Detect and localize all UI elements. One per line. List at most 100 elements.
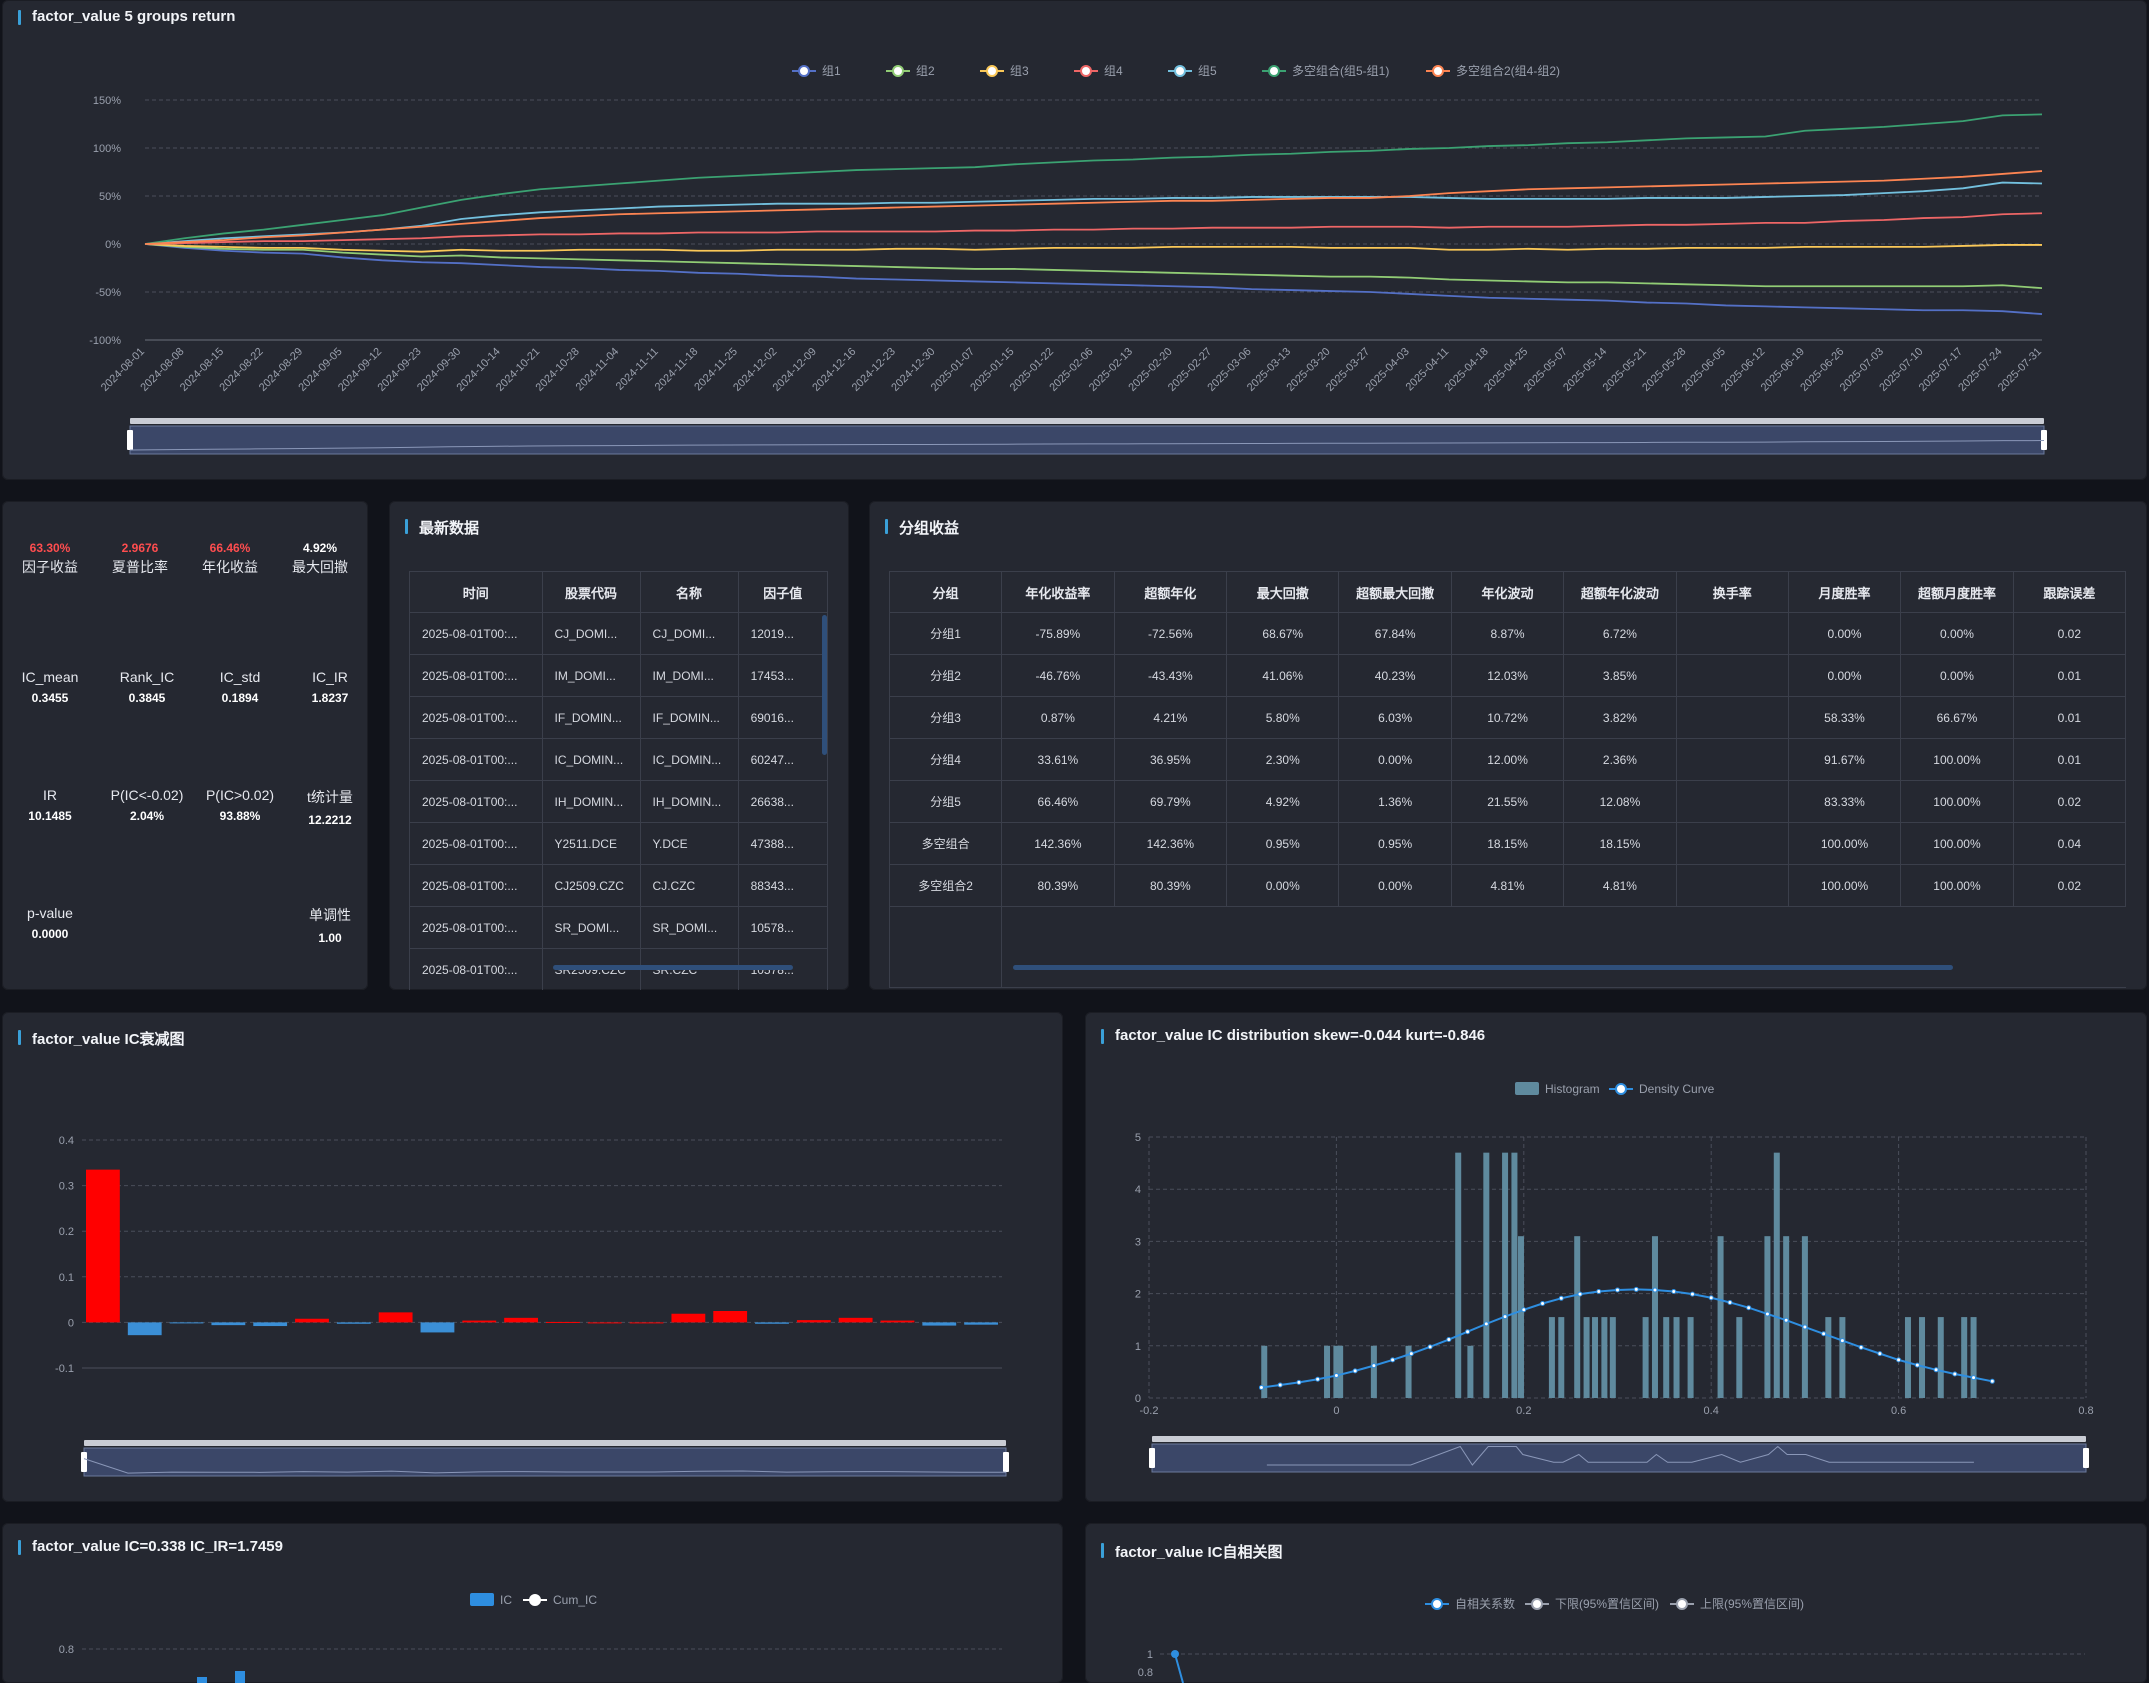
group-header[interactable]: 超额最大回撤	[1338, 571, 1452, 613]
legend-item-7-marker	[1432, 65, 1444, 77]
group-cell: 0.00%	[1787, 654, 1902, 697]
stat-: 单调性 1.00	[285, 905, 368, 945]
latest-vscroll[interactable]	[822, 615, 827, 755]
group-row[interactable]: 分组5 66.46% 69.79% 4.92% 1.36% 21.55% 12.08% 83.…	[888, 780, 2127, 823]
group-header[interactable]: 超额月度胜率	[1900, 571, 2014, 613]
dist-datazoom-track	[1152, 1436, 2086, 1442]
series-line-4	[144, 212, 2043, 245]
latest-header[interactable]: 股票代码	[541, 571, 641, 613]
legend-lower: 下限(95%置信区间)	[1525, 1597, 1659, 1611]
legend-item-5: 组5	[1168, 64, 1217, 78]
histogram-bar	[1548, 1317, 1555, 1398]
latest-header[interactable]: 因子值	[737, 571, 829, 613]
histogram-bar	[1502, 1152, 1509, 1398]
latest-header[interactable]: 名称	[639, 571, 739, 613]
stat-value: 0.0000	[31, 927, 69, 941]
stat-ic-std: IC_std 0.1894	[195, 669, 285, 705]
group-cell: 0.02	[2012, 780, 2127, 823]
latest-cell: 17453...	[737, 654, 829, 697]
density-point	[1727, 1299, 1733, 1305]
group-row[interactable]: 多空组合2 80.39% 80.39% 0.00% 0.00% 4.81% 4.81% 100…	[888, 864, 2127, 907]
group-row[interactable]: 分组2 -46.76% -43.43% 41.06% 40.23% 12.03% 3.85%…	[888, 654, 2127, 697]
latest-cell: CJ.CZC	[639, 864, 739, 907]
density-point	[1558, 1295, 1564, 1301]
group-header[interactable]: 超额年化波动	[1563, 571, 1677, 613]
latest-cell: 88343...	[737, 864, 829, 907]
group-cell: 91.67%	[1787, 738, 1902, 781]
y-tick-label: 3	[1135, 1236, 1141, 1248]
legend-histogram-swatch	[1515, 1082, 1539, 1095]
stat-value: 1.8237	[311, 691, 349, 705]
stat-value: 93.88%	[219, 809, 261, 823]
histogram-bar	[1825, 1317, 1832, 1398]
group-row[interactable]: 分组4 33.61% 36.95% 2.30% 0.00% 12.00% 2.36% 91.6…	[888, 738, 2127, 781]
legend-ic: IC	[470, 1593, 512, 1607]
group-cell: 68.67%	[1226, 612, 1340, 655]
group-header[interactable]: 换手率	[1675, 571, 1789, 613]
latest-row[interactable]: 2025-08-01T00:... CJ_DOMI... CJ_DOMI... 120…	[409, 612, 829, 655]
density-point	[1839, 1338, 1845, 1344]
density-point	[1258, 1385, 1264, 1391]
stat-label: p-value	[27, 905, 73, 921]
density-point	[1390, 1357, 1396, 1363]
acf-line	[1174, 1653, 1184, 1683]
latest-cell: 47388...	[737, 822, 829, 865]
group-cell: 分组4	[888, 738, 1003, 781]
decay-datazoom-handle-left[interactable]	[81, 1452, 87, 1472]
group-hscroll[interactable]	[1013, 965, 1953, 970]
stat-ir: IR 10.1485	[5, 787, 95, 823]
latest-row[interactable]: 2025-08-01T00:... Y2511.DCE Y.DCE 47388...	[409, 822, 829, 865]
group-row[interactable]: 分组3 0.87% 4.21% 5.80% 6.03% 10.72% 3.82% 58.33%…	[888, 696, 2127, 739]
group-cell: 40.23%	[1338, 654, 1452, 697]
group-header[interactable]: 月度胜率	[1787, 571, 1902, 613]
legend-item-5-marker	[1174, 65, 1186, 77]
stat-value: 0.3455	[31, 691, 69, 705]
group-cell: 0.04	[2012, 822, 2127, 865]
group-cell: 100.00%	[1900, 738, 2014, 781]
group-header[interactable]: 年化收益率	[1001, 571, 1115, 613]
legend-density: Density Curve	[1609, 1082, 1715, 1096]
dist-datazoom-handle-left[interactable]	[1149, 1448, 1155, 1468]
group-cell: 12.03%	[1450, 654, 1565, 697]
decay-bar	[838, 1317, 873, 1323]
stat-label: 因子收益	[22, 559, 78, 575]
acf-title: factor_value IC自相关图	[1101, 1541, 1283, 1562]
dist-datazoom-handle-right[interactable]	[2083, 1448, 2089, 1468]
group-cell: 33.61%	[1001, 738, 1115, 781]
group-empty-cell	[1001, 906, 1115, 988]
group-empty-cell	[888, 906, 1003, 988]
group-header[interactable]: 超额年化	[1113, 571, 1228, 613]
y-tick-label: 0	[68, 1317, 74, 1329]
stat-label: IC_std	[219, 669, 261, 685]
histogram-bar	[1333, 1345, 1340, 1398]
group-cell: 0.01	[2012, 654, 2127, 697]
latest-row[interactable]: 2025-08-01T00:... IM_DOMI... IM_DOMI... 174…	[409, 654, 829, 697]
returns-datazoom-handle-left[interactable]	[127, 430, 133, 450]
group-title: 分组收益	[885, 517, 959, 538]
histogram-bar	[1919, 1317, 1926, 1398]
latest-header[interactable]: 时间	[409, 571, 543, 613]
group-row[interactable]: 多空组合 142.36% 142.36% 0.95% 0.95% 18.15% 18.15%…	[888, 822, 2127, 865]
group-cell: -75.89%	[1001, 612, 1115, 655]
latest-row[interactable]: 2025-08-01T00:... IH_DOMIN... IH_DOMIN... 2…	[409, 780, 829, 823]
latest-row[interactable]: 2025-08-01T00:... SR_DOMI... SR_DOMI... 105…	[409, 906, 829, 949]
stat-: 66.46% 年化收益	[185, 541, 275, 577]
legend-cum-ic-marker	[529, 1594, 541, 1606]
group-cell: 69.79%	[1113, 780, 1228, 823]
group-header[interactable]: 年化波动	[1450, 571, 1565, 613]
group-header[interactable]: 分组	[888, 571, 1003, 613]
group-header[interactable]: 跟踪误差	[2012, 571, 2127, 613]
group-cell: 分组2	[888, 654, 1003, 697]
latest-row[interactable]: 2025-08-01T00:... CJ2509.CZC CJ.CZC 88343..…	[409, 864, 829, 907]
latest-row[interactable]: 2025-08-01T00:... IF_DOMIN... IF_DOMIN... 6…	[409, 696, 829, 739]
stat-p-ic-0-02: P(IC<-0.02) 2.04%	[102, 787, 192, 823]
decay-datazoom-handle-right[interactable]	[1003, 1452, 1009, 1472]
latest-cell: CJ_DOMI...	[639, 612, 739, 655]
returns-datazoom-handle-right[interactable]	[2041, 430, 2047, 450]
group-header[interactable]: 最大回撤	[1226, 571, 1340, 613]
legend-item-4: 组4	[1074, 64, 1123, 78]
latest-hscroll[interactable]	[553, 965, 793, 970]
group-row[interactable]: 分组1 -75.89% -72.56% 68.67% 67.84% 8.87% 6.72% 0…	[888, 612, 2127, 655]
latest-row[interactable]: 2025-08-01T00:... IC_DOMIN... IC_DOMIN... 6…	[409, 738, 829, 781]
latest-cell: IM_DOMI...	[639, 654, 739, 697]
